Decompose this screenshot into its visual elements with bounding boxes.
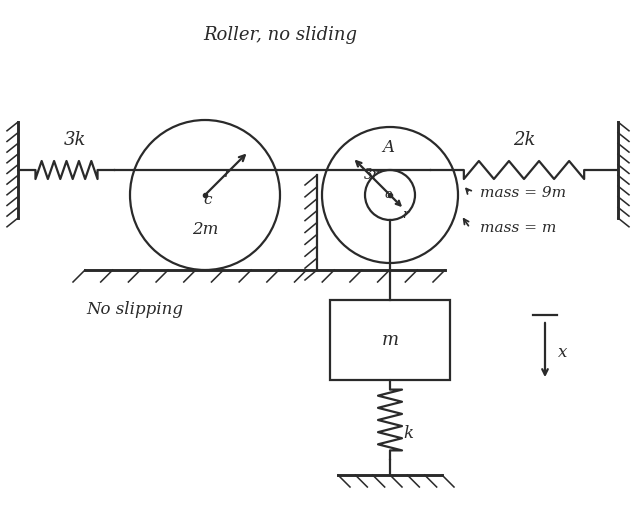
Text: No slipping: No slipping	[86, 301, 184, 318]
Text: Roller, no sliding: Roller, no sliding	[203, 26, 357, 44]
Text: 2k: 2k	[513, 131, 535, 149]
Text: A: A	[382, 139, 394, 156]
Text: mass = 9m: mass = 9m	[480, 186, 566, 200]
Text: 3r: 3r	[364, 168, 380, 182]
Text: 2m: 2m	[192, 222, 218, 239]
Text: r: r	[402, 209, 408, 222]
Text: r: r	[225, 166, 232, 180]
Text: k: k	[403, 425, 413, 441]
Text: o: o	[384, 188, 392, 202]
Bar	[330, 300, 450, 380]
Text: x: x	[558, 344, 568, 361]
Text: mass = m: mass = m	[480, 221, 556, 235]
Text: c: c	[204, 193, 212, 207]
Text: 3k: 3k	[64, 131, 86, 149]
Text: m: m	[381, 331, 399, 349]
